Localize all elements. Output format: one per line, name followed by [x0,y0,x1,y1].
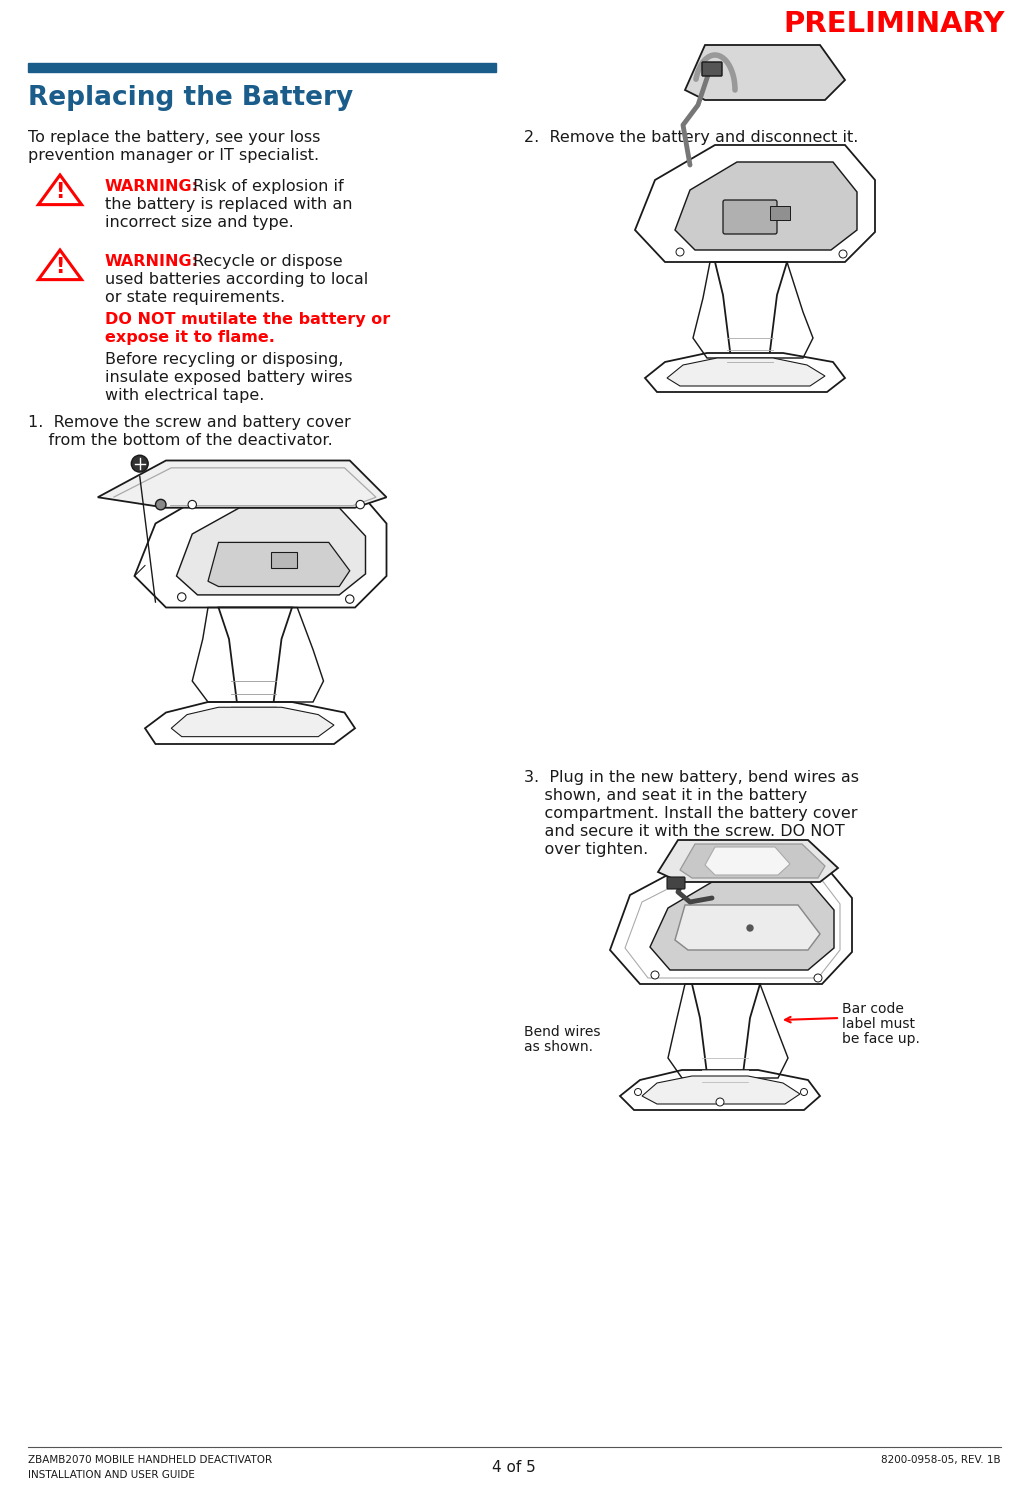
Text: Risk of explosion if: Risk of explosion if [188,179,344,194]
Text: Bar code: Bar code [842,1003,903,1016]
Text: WARNING:: WARNING: [105,254,199,269]
Polygon shape [645,353,845,392]
Circle shape [747,924,753,930]
Text: !: ! [56,182,65,201]
Bar [28,63,496,72]
Circle shape [178,592,186,601]
Text: insulate exposed battery wires: insulate exposed battery wires [105,370,353,385]
Text: over tighten.: over tighten. [524,842,648,857]
Text: 8200-0958-05, REV. 1B: 8200-0958-05, REV. 1B [882,1455,1001,1465]
Text: Recycle or dispose: Recycle or dispose [188,254,343,269]
Text: 4 of 5: 4 of 5 [492,1459,536,1474]
Text: or state requirements.: or state requirements. [105,290,285,305]
Circle shape [716,1099,724,1106]
Text: expose it to flame.: expose it to flame. [105,331,275,346]
Text: Replacing the Battery: Replacing the Battery [28,86,353,111]
Text: incorrect size and type.: incorrect size and type. [105,215,293,230]
Circle shape [155,499,166,510]
Text: ZBAMB2070 MOBILE HANDHELD DEACTIVATOR: ZBAMB2070 MOBILE HANDHELD DEACTIVATOR [28,1455,272,1465]
Polygon shape [685,45,845,101]
Circle shape [814,974,822,981]
Text: from the bottom of the deactivator.: from the bottom of the deactivator. [28,433,332,448]
Circle shape [651,971,659,978]
Polygon shape [135,487,387,607]
Polygon shape [218,607,292,723]
Polygon shape [177,508,365,595]
Text: with electrical tape.: with electrical tape. [105,388,264,403]
Polygon shape [208,543,350,586]
Circle shape [676,248,684,256]
Text: label must: label must [842,1018,915,1031]
Polygon shape [667,358,825,386]
Bar [770,206,790,219]
Text: prevention manager or IT specialist.: prevention manager or IT specialist. [28,147,319,162]
Polygon shape [145,702,355,744]
Text: INSTALLATION AND USER GUIDE: INSTALLATION AND USER GUIDE [28,1470,194,1480]
FancyBboxPatch shape [723,200,777,234]
Circle shape [188,500,197,510]
Polygon shape [610,863,852,984]
Polygon shape [171,708,334,736]
Circle shape [839,249,847,259]
Text: used batteries according to local: used batteries according to local [105,272,368,287]
Polygon shape [675,162,857,249]
FancyBboxPatch shape [667,876,685,888]
Polygon shape [38,249,81,280]
Text: WARNING:: WARNING: [105,179,199,194]
Polygon shape [635,144,875,262]
Polygon shape [675,905,820,950]
Polygon shape [98,460,387,508]
FancyBboxPatch shape [702,62,722,77]
Polygon shape [691,984,760,1099]
Text: !: ! [56,257,65,277]
Text: DO NOT mutilate the battery or: DO NOT mutilate the battery or [105,313,390,328]
Text: be face up.: be face up. [842,1033,920,1046]
Circle shape [132,455,148,472]
Text: Before recycling or disposing,: Before recycling or disposing, [105,352,344,367]
Polygon shape [38,174,81,204]
Bar [271,552,297,568]
Text: compartment. Install the battery cover: compartment. Install the battery cover [524,806,857,821]
Text: shown, and seat it in the battery: shown, and seat it in the battery [524,788,807,803]
Polygon shape [680,845,825,878]
Text: 1.  Remove the screw and battery cover: 1. Remove the screw and battery cover [28,415,351,430]
Polygon shape [658,840,838,882]
Text: the battery is replaced with an: the battery is replaced with an [105,197,353,212]
Polygon shape [642,1076,800,1105]
Text: PRELIMINARY: PRELIMINARY [784,11,1005,38]
Circle shape [801,1088,808,1096]
Polygon shape [620,1070,820,1111]
Circle shape [346,595,354,603]
Text: To replace the battery, see your loss: To replace the battery, see your loss [28,129,320,144]
Circle shape [356,500,364,510]
Polygon shape [650,882,833,969]
Text: and secure it with the screw. DO NOT: and secure it with the screw. DO NOT [524,824,845,839]
Text: as shown.: as shown. [524,1040,593,1054]
Circle shape [635,1088,641,1096]
Polygon shape [705,848,790,875]
Polygon shape [715,262,787,376]
Text: 3.  Plug in the new battery, bend wires as: 3. Plug in the new battery, bend wires a… [524,770,859,785]
Text: 2.  Remove the battery and disconnect it.: 2. Remove the battery and disconnect it. [524,129,858,144]
Text: Bend wires: Bend wires [524,1025,601,1039]
